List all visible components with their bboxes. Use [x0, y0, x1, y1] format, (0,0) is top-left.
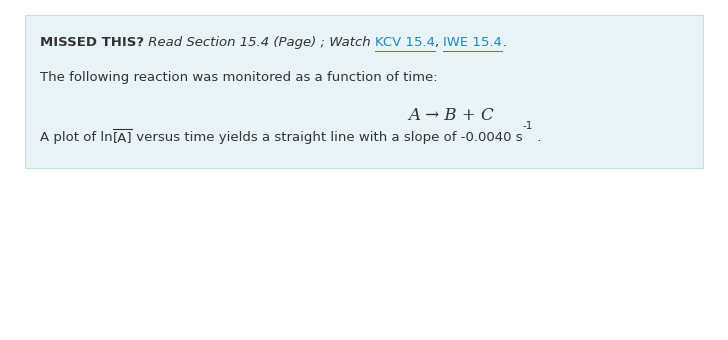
Text: A → B + C: A → B + C [408, 107, 494, 124]
Text: .: . [502, 36, 507, 49]
Text: Read Section 15.4 (Page) ; Watch: Read Section 15.4 (Page) ; Watch [144, 36, 375, 49]
Text: The following reaction was monitored as a function of time:: The following reaction was monitored as … [40, 71, 438, 84]
Text: MISSED THIS?: MISSED THIS? [40, 36, 144, 49]
Text: ,: , [435, 36, 443, 49]
Text: IWE 15.4: IWE 15.4 [443, 36, 502, 49]
Text: .: . [534, 131, 542, 144]
Text: A plot of ln: A plot of ln [40, 131, 113, 144]
Text: [A]: [A] [113, 131, 132, 144]
Text: -1: -1 [523, 121, 534, 131]
Text: KCV 15.4: KCV 15.4 [375, 36, 435, 49]
FancyBboxPatch shape [25, 15, 703, 168]
Text: versus time yields a straight line with a slope of -0.0040 s: versus time yields a straight line with … [132, 131, 523, 144]
